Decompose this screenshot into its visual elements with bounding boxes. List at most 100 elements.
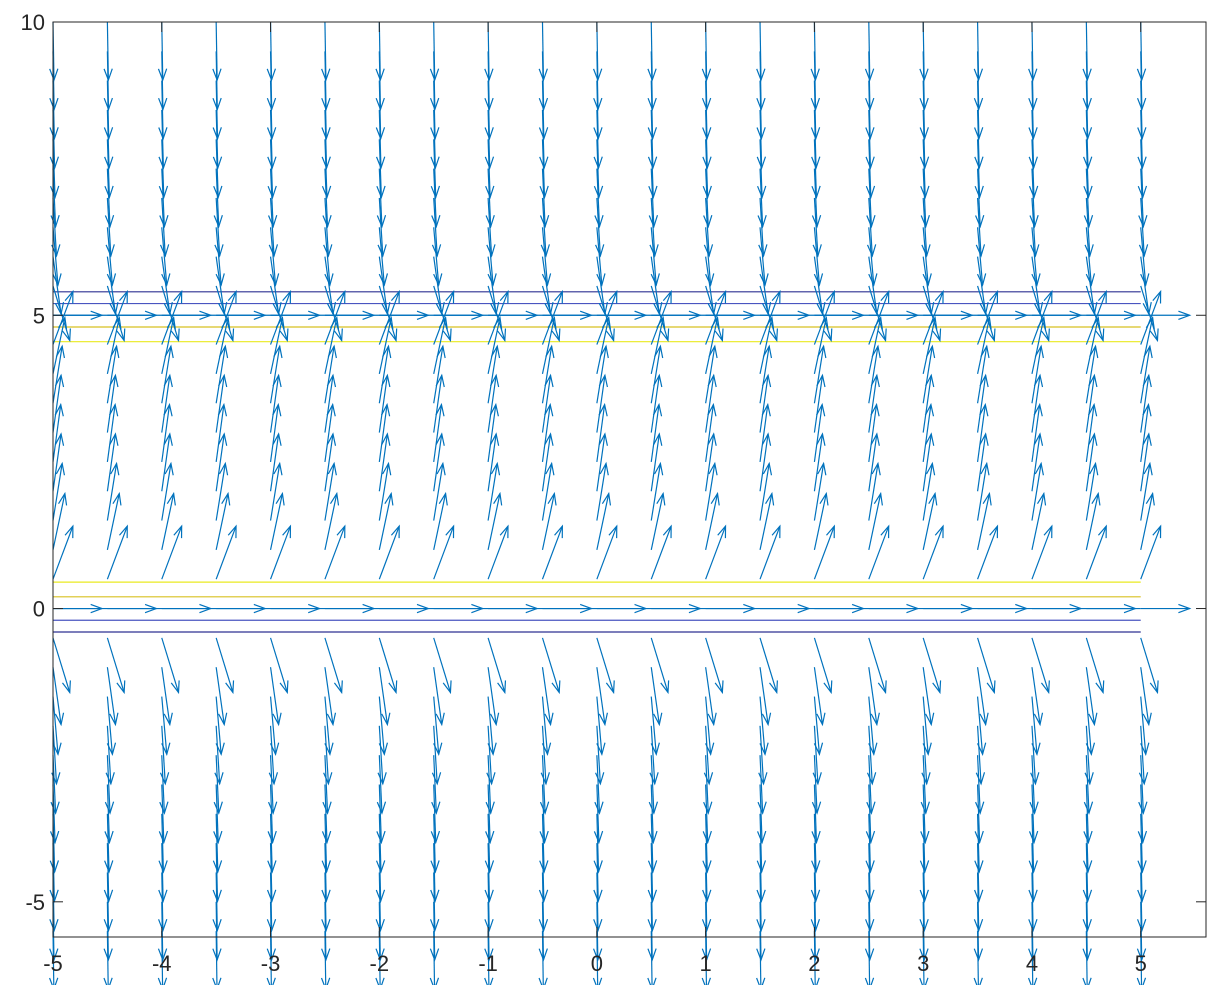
slope-arrow-shaft bbox=[705, 197, 710, 256]
slope-arrow-head bbox=[756, 918, 766, 933]
slope-arrow bbox=[213, 755, 223, 815]
slope-arrow-head bbox=[541, 742, 552, 757]
x-tick-label: 4 bbox=[1026, 951, 1038, 976]
slope-arrow bbox=[1138, 755, 1148, 815]
slope-arrow bbox=[541, 524, 563, 580]
slope-arrow-head bbox=[866, 772, 877, 786]
slope-arrow-shaft bbox=[161, 637, 180, 693]
slope-arrow bbox=[593, 813, 603, 874]
slope-arrow bbox=[922, 696, 932, 757]
slope-arrow-head bbox=[708, 461, 718, 476]
slope-arrow bbox=[1028, 109, 1038, 170]
slope-arrow-shaft bbox=[487, 139, 491, 198]
slope-arrow-shaft bbox=[106, 197, 112, 256]
slope-arrow bbox=[269, 256, 282, 316]
slope-arrow-shaft bbox=[813, 109, 817, 169]
slope-arrow bbox=[973, 21, 984, 82]
slope-arrow-head bbox=[267, 801, 278, 815]
slope-arrow-shaft bbox=[161, 346, 172, 404]
slope-arrow-head bbox=[336, 524, 346, 539]
slope-arrow-head bbox=[105, 772, 115, 786]
slope-arrow-head bbox=[163, 373, 173, 388]
slope-arrow bbox=[487, 461, 501, 521]
slope-arrow-shaft bbox=[269, 784, 274, 843]
slope-arrow bbox=[593, 872, 603, 933]
slope-arrow bbox=[324, 344, 337, 404]
slope-arrow bbox=[267, 755, 278, 815]
slope-arrow-head bbox=[1015, 310, 1029, 320]
slope-arrow bbox=[268, 725, 279, 786]
slope-arrow bbox=[866, 725, 877, 786]
slope-arrow bbox=[52, 491, 68, 551]
slope-arrow-shaft bbox=[976, 317, 991, 375]
slope-arrow-head bbox=[826, 524, 835, 539]
slope-arrow bbox=[161, 402, 173, 462]
slope-arrow bbox=[1140, 461, 1153, 521]
slope-arrow-head bbox=[173, 289, 183, 304]
slope-arrow-head bbox=[906, 603, 920, 614]
slope-arrow-head bbox=[974, 830, 984, 845]
slope-arrow-shaft bbox=[269, 433, 280, 492]
slope-arrow-shaft bbox=[759, 493, 773, 551]
slope-arrow-shaft bbox=[813, 463, 825, 521]
slope-arrow-shaft bbox=[215, 139, 219, 198]
slope-arrow-head bbox=[757, 214, 767, 229]
slope-arrow bbox=[1083, 109, 1093, 170]
slope-arrow-shaft bbox=[215, 375, 225, 433]
slope-arrow-shaft bbox=[52, 227, 59, 286]
slope-arrow-shaft bbox=[215, 197, 221, 256]
slope-arrow-shaft bbox=[541, 109, 545, 169]
slope-arrow bbox=[759, 637, 778, 695]
slope-arrow-head bbox=[598, 302, 609, 316]
slope-arrow-head bbox=[544, 432, 554, 446]
slope-arrow-head bbox=[654, 344, 664, 359]
slope-arrow-shaft bbox=[759, 696, 766, 755]
slope-arrow bbox=[266, 21, 277, 82]
slope-arrow bbox=[1083, 813, 1093, 874]
slope-arrow-shaft bbox=[541, 872, 545, 931]
slope-arrow-head bbox=[109, 373, 119, 388]
slope-arrow-shaft bbox=[596, 872, 599, 931]
slope-arrow-head bbox=[493, 491, 503, 506]
slope-arrow bbox=[1137, 813, 1147, 874]
slope-arrow-head bbox=[485, 830, 495, 845]
slope-arrow-head bbox=[212, 68, 222, 82]
slope-arrow-head bbox=[326, 432, 337, 446]
slope-arrow-shaft bbox=[1085, 637, 1104, 693]
slope-arrow bbox=[1031, 603, 1083, 614]
slope-arrow bbox=[431, 197, 442, 258]
slope-arrow bbox=[430, 813, 440, 874]
slope-arrow bbox=[1083, 784, 1093, 845]
slope-arrow bbox=[1138, 725, 1149, 786]
slope-arrow-shaft bbox=[161, 433, 171, 492]
slope-arrow-shaft bbox=[378, 256, 388, 314]
slope-arrow-shaft bbox=[52, 197, 58, 256]
slope-arrow-shaft bbox=[1031, 525, 1053, 580]
slope-arrow-head bbox=[103, 127, 114, 141]
x-tick-label: 5 bbox=[1135, 951, 1147, 976]
slope-arrow-head bbox=[656, 491, 666, 506]
slope-arrow bbox=[1085, 491, 1101, 551]
slope-arrow-head bbox=[497, 328, 507, 343]
slope-arrow-shaft bbox=[433, 227, 440, 286]
slope-arrow-shaft bbox=[705, 696, 712, 755]
slope-arrow bbox=[267, 139, 277, 200]
slope-arrow-head bbox=[864, 977, 875, 985]
slope-arrow-head bbox=[225, 328, 235, 343]
slope-arrow bbox=[538, 901, 548, 962]
slope-arrow-shaft bbox=[1031, 168, 1036, 227]
slope-arrow bbox=[487, 432, 500, 492]
slope-arrow bbox=[868, 227, 878, 287]
slope-arrow-head bbox=[598, 712, 609, 727]
slope-arrow-shaft bbox=[922, 109, 926, 169]
slope-arrow bbox=[921, 197, 931, 258]
slope-arrow-head bbox=[826, 289, 835, 304]
slope-arrow bbox=[1082, 843, 1093, 903]
slope-arrow bbox=[52, 667, 65, 727]
slope-arrow-shaft bbox=[705, 317, 719, 375]
slope-arrow-head bbox=[593, 127, 603, 141]
slope-arrow-head bbox=[103, 977, 113, 985]
slope-arrow bbox=[215, 524, 237, 580]
slope-arrow bbox=[868, 432, 880, 492]
